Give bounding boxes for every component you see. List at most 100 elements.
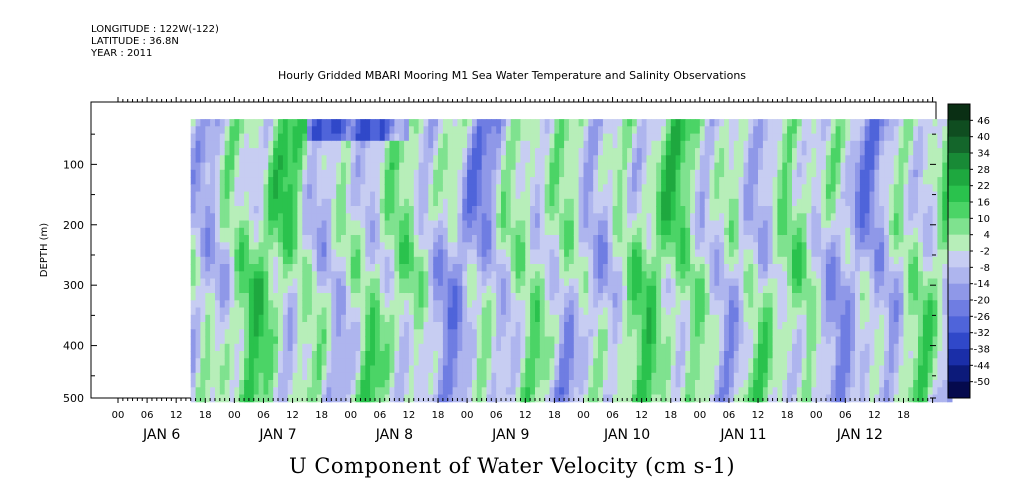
heatmap-cell xyxy=(394,380,400,388)
heatmap-cell xyxy=(311,351,318,359)
heatmap-cell xyxy=(229,184,235,193)
heatmap-cell xyxy=(239,264,245,272)
heatmap-cell xyxy=(617,293,623,301)
heatmap-cell xyxy=(345,177,352,185)
heatmap-cell xyxy=(568,169,575,178)
heatmap-cell xyxy=(200,336,206,345)
heatmap-cell xyxy=(748,314,754,323)
heatmap-cell xyxy=(806,329,812,338)
heatmap-cell xyxy=(544,365,551,374)
heatmap-cell xyxy=(457,285,463,294)
heatmap-cell xyxy=(568,227,575,236)
heatmap-cell xyxy=(748,227,754,236)
heatmap-cell xyxy=(215,155,221,164)
heatmap-cell xyxy=(452,372,458,381)
heatmap-cell xyxy=(205,126,211,135)
heatmap-cell xyxy=(782,169,788,178)
heatmap-cell xyxy=(520,242,526,251)
heatmap-cell xyxy=(704,278,711,287)
heatmap-cell xyxy=(733,343,740,352)
heatmap-cell xyxy=(326,285,332,294)
heatmap-cell xyxy=(253,365,260,374)
heatmap-cell xyxy=(326,140,332,149)
heatmap-cell xyxy=(525,249,531,258)
heatmap-cell xyxy=(641,242,648,251)
heatmap-cell xyxy=(365,213,371,222)
heatmap-cell xyxy=(588,307,594,316)
heatmap-cell xyxy=(743,278,749,287)
heatmap-cell xyxy=(244,213,250,222)
heatmap-cell xyxy=(316,256,323,265)
heatmap-cell xyxy=(583,293,589,301)
heatmap-cell xyxy=(360,293,366,301)
heatmap-cell xyxy=(593,227,599,236)
heatmap-cell xyxy=(501,140,507,149)
heatmap-cell xyxy=(520,264,526,272)
heatmap-cell xyxy=(593,271,599,280)
heatmap-cell xyxy=(423,307,429,316)
heatmap-cell xyxy=(195,206,201,214)
heatmap-cell xyxy=(806,148,812,156)
heatmap-cell xyxy=(244,119,250,127)
heatmap-cell xyxy=(501,358,507,367)
heatmap-cell xyxy=(433,387,439,396)
heatmap-cell xyxy=(282,329,289,338)
heatmap-cell xyxy=(287,387,294,396)
heatmap-cell xyxy=(602,300,609,309)
heatmap-cell xyxy=(762,148,769,156)
heatmap-cell xyxy=(345,198,352,207)
heatmap-cell xyxy=(224,235,231,243)
heatmap-cell xyxy=(738,206,744,214)
heatmap-cell xyxy=(539,191,546,200)
heatmap-cell xyxy=(544,358,551,367)
heatmap-cell xyxy=(728,184,735,193)
heatmap-cell xyxy=(452,140,458,149)
heatmap-cell xyxy=(442,271,449,280)
heatmap-cell xyxy=(190,293,197,301)
heatmap-cell xyxy=(704,249,711,258)
heatmap-cell xyxy=(452,256,458,265)
heatmap-cell xyxy=(447,119,454,127)
heatmap-cell xyxy=(748,300,754,309)
heatmap-cell xyxy=(476,365,483,374)
heatmap-cell xyxy=(602,191,609,200)
heatmap-cell xyxy=(714,148,720,156)
heatmap-cell xyxy=(452,169,458,178)
heatmap-cell xyxy=(389,235,395,243)
heatmap-cell xyxy=(433,264,439,272)
heatmap-cell xyxy=(767,220,774,229)
heatmap-cell xyxy=(428,155,434,164)
heatmap-cell xyxy=(651,169,657,178)
heatmap-cell xyxy=(200,380,206,388)
heatmap-cell xyxy=(215,372,221,381)
heatmap-cell xyxy=(578,285,584,294)
heatmap-cell xyxy=(224,256,231,265)
heatmap-cell xyxy=(607,343,614,352)
heatmap-cell xyxy=(224,358,231,367)
heatmap-cell xyxy=(336,220,342,229)
heatmap-cell xyxy=(210,242,216,251)
heatmap-cell xyxy=(530,351,536,359)
heatmap-cell xyxy=(733,322,740,330)
heatmap-cell xyxy=(801,140,808,149)
heatmap-cell xyxy=(190,155,197,164)
heatmap-cell xyxy=(394,169,400,178)
heatmap-cell xyxy=(418,198,424,207)
heatmap-cell xyxy=(743,242,749,251)
heatmap-cell xyxy=(273,322,279,330)
heatmap-cell xyxy=(510,394,517,403)
heatmap-cell xyxy=(675,285,681,294)
heatmap-cell xyxy=(215,300,221,309)
heatmap-cell xyxy=(544,256,551,265)
heatmap-cell xyxy=(602,351,609,359)
heatmap-cell xyxy=(375,351,381,359)
heatmap-cell xyxy=(593,264,599,272)
heatmap-cell xyxy=(505,293,512,301)
heatmap-cell xyxy=(229,300,235,309)
heatmap-cell xyxy=(719,249,725,258)
heatmap-cell xyxy=(263,133,269,142)
heatmap-cell xyxy=(748,343,754,352)
heatmap-cell xyxy=(413,227,420,236)
heatmap-cell xyxy=(447,227,454,236)
heatmap-cell xyxy=(321,351,327,359)
